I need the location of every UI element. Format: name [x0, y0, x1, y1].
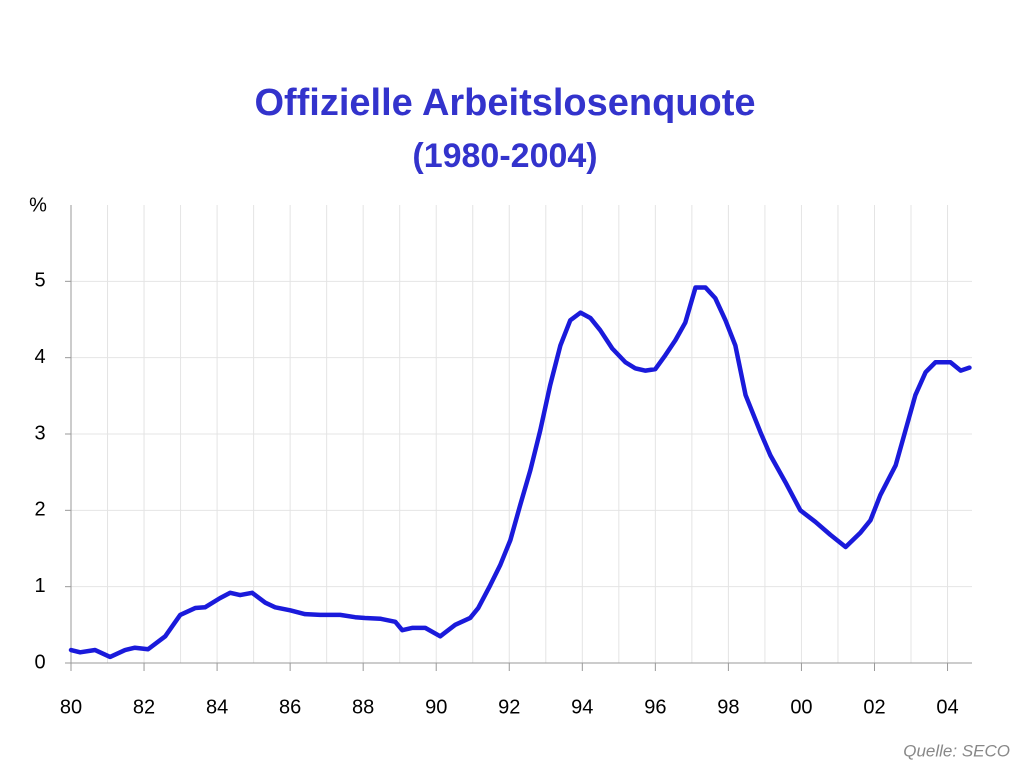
y-axis-label: % — [29, 194, 47, 216]
y-tick-label: 1 — [34, 575, 45, 597]
x-tick-label: 00 — [790, 696, 812, 718]
x-tick-label: 04 — [936, 696, 958, 718]
x-tick-label: 88 — [352, 696, 374, 718]
source: Quelle: SECO — [903, 741, 1010, 760]
x-tick-label: 90 — [425, 696, 447, 718]
y-tick-label: 4 — [34, 346, 45, 368]
y-tick-label: 5 — [34, 270, 45, 292]
x-tick-label: 92 — [498, 696, 520, 718]
x-tick-label: 02 — [863, 696, 885, 718]
x-tick-label: 96 — [644, 696, 666, 718]
x-tick-label: 86 — [279, 696, 301, 718]
x-tick-label: 84 — [206, 696, 228, 718]
y-tick-label: 2 — [34, 499, 45, 521]
y-tick-label: 3 — [34, 422, 45, 444]
x-tick-label: 98 — [717, 696, 739, 718]
x-tick-label: 80 — [60, 696, 82, 718]
chart-title: Offizielle Arbeitslosenquote — [254, 82, 755, 124]
x-tick-label: 94 — [571, 696, 593, 718]
chart-subtitle: (1980-2004) — [412, 137, 597, 175]
y-tick-label: 0 — [34, 651, 45, 673]
data-line — [68, 285, 972, 660]
x-tick-label: 82 — [133, 696, 155, 718]
